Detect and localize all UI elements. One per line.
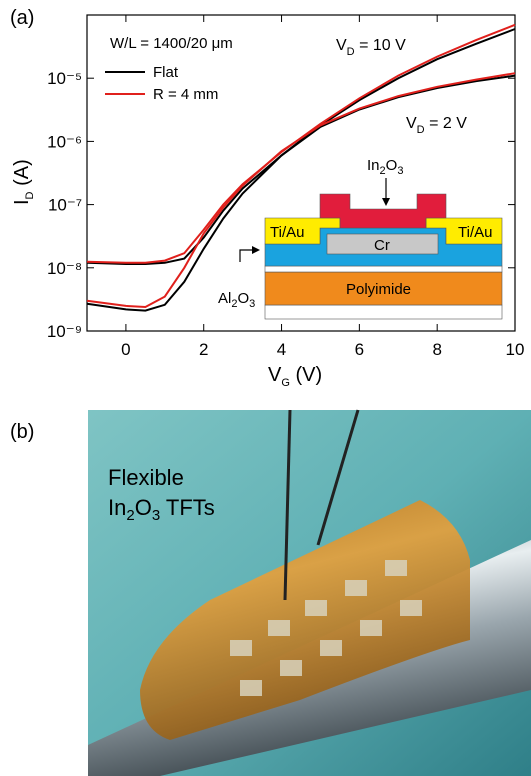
- x-tick-label: 2: [199, 340, 208, 359]
- text: 3: [397, 165, 403, 177]
- x-tick-label: 4: [277, 340, 286, 359]
- caption: In2O3 TFTs: [108, 495, 215, 524]
- figure: (a) 024681010⁻⁹10⁻⁸10⁻⁷10⁻⁶10⁻⁵VG (V)ID …: [0, 0, 531, 776]
- annotation: VD = 10 V: [336, 37, 406, 58]
- text: O: [135, 495, 152, 520]
- inset-label: Polyimide: [346, 281, 411, 298]
- y-tick-label: 10⁻⁹: [47, 322, 82, 341]
- text: D: [347, 46, 355, 58]
- annotation: VD = 2 V: [406, 115, 467, 136]
- text: 3: [249, 298, 255, 310]
- annotation: W/L = 1400/20 μm: [110, 35, 233, 52]
- text: 3: [152, 507, 160, 524]
- y-tick-label: 10⁻⁸: [47, 259, 82, 278]
- y-tick-label: 10⁻⁶: [47, 132, 82, 151]
- x-tick-label: 0: [121, 340, 130, 359]
- text: 2: [126, 507, 134, 524]
- text: V: [406, 115, 417, 132]
- y-tick-label: 10⁻⁵: [47, 69, 82, 88]
- legend-label: Flat: [153, 64, 179, 81]
- text: Al: [218, 290, 231, 307]
- inset-label: Ti/Au: [458, 224, 492, 241]
- text: O: [386, 157, 398, 174]
- y-axis-label: ID (A): [11, 159, 36, 205]
- text: (A): [11, 159, 33, 191]
- panel-label: (b): [10, 421, 34, 443]
- text: In: [367, 157, 380, 174]
- text: D: [24, 191, 36, 199]
- text: (V): [290, 364, 322, 386]
- text: V: [268, 364, 282, 386]
- caption: Flexible: [108, 465, 184, 490]
- inset-label: Cr: [374, 237, 390, 254]
- text: V: [336, 37, 347, 54]
- text: G: [281, 377, 290, 389]
- inset-label: In2O3: [367, 157, 403, 177]
- text: In: [108, 495, 126, 520]
- photo: Flexible In2O3 TFTs: [88, 410, 531, 776]
- text: = 10 V: [355, 37, 406, 54]
- legend-label: R = 4 mm: [153, 86, 218, 103]
- text: D: [417, 124, 425, 136]
- x-axis-label: VG (V): [268, 364, 322, 389]
- x-tick-label: 6: [355, 340, 364, 359]
- inset-label: Ti/Au: [270, 224, 304, 241]
- x-tick-label: 8: [432, 340, 441, 359]
- text: O: [237, 290, 249, 307]
- text: = 2 V: [425, 115, 468, 132]
- panel-label: (a): [10, 7, 34, 29]
- text: TFTs: [160, 495, 215, 520]
- x-tick-label: 10: [506, 340, 525, 359]
- inset-label: Al2O3: [218, 290, 255, 310]
- y-tick-label: 10⁻⁷: [48, 196, 82, 215]
- device-inset: In2O3 Ti/Au Ti/Au Cr Polyimide Al2O3: [218, 157, 502, 319]
